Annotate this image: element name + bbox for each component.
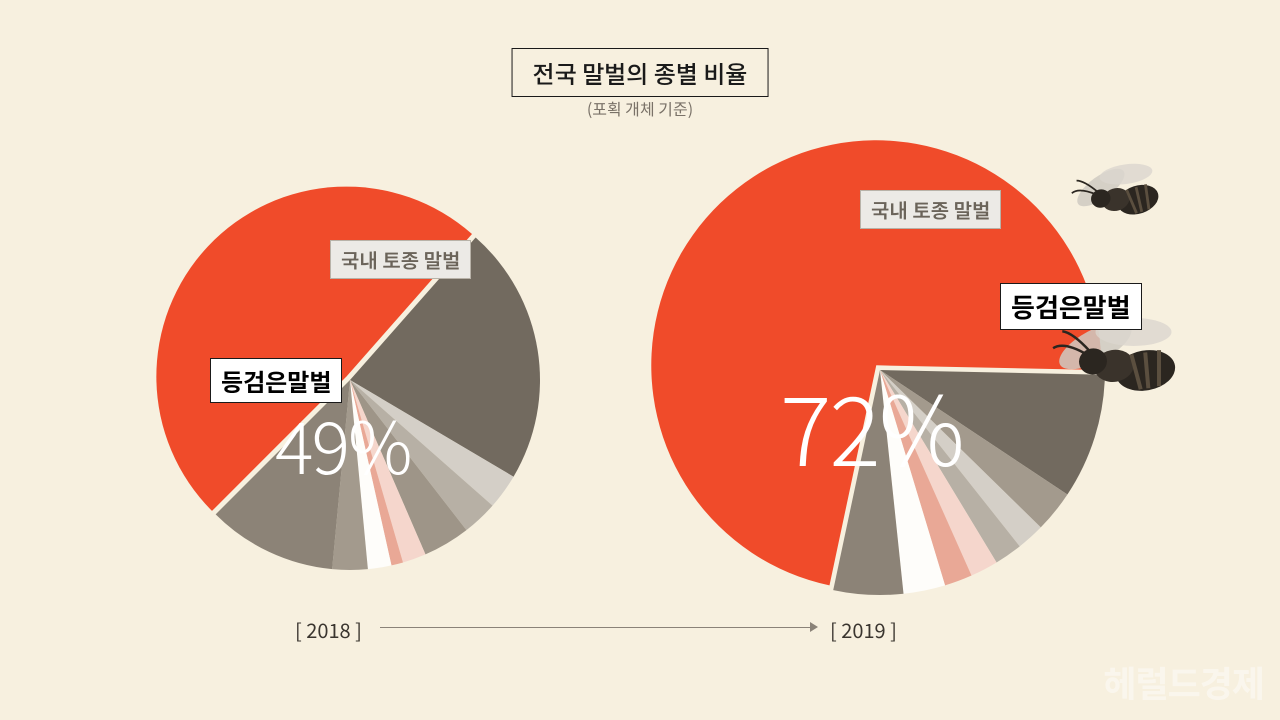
publisher-logo: 헤럴드경제 <box>1103 656 1264 708</box>
label-invasive-2018: 등검은말벌 <box>210 358 342 403</box>
percent-2019: 72% <box>780 355 963 494</box>
pie-chart-2018 <box>113 143 587 617</box>
label-invasive-2019: 등검은말벌 <box>1000 283 1142 330</box>
percent-2018: 49% <box>275 390 411 495</box>
year-label-2018: [ 2018 ] <box>295 615 362 644</box>
chart-title: 전국 말벌의 종별 비율 <box>512 48 769 97</box>
timeline-arrow-icon <box>810 622 818 632</box>
timeline-line <box>380 627 810 628</box>
year-label-2019: [ 2019 ] <box>830 615 897 644</box>
label-native-2018: 국내 토종 말벌 <box>330 240 471 279</box>
label-native-2019: 국내 토종 말벌 <box>860 190 1001 229</box>
chart-subtitle: (포획 개체 기준) <box>587 96 693 120</box>
